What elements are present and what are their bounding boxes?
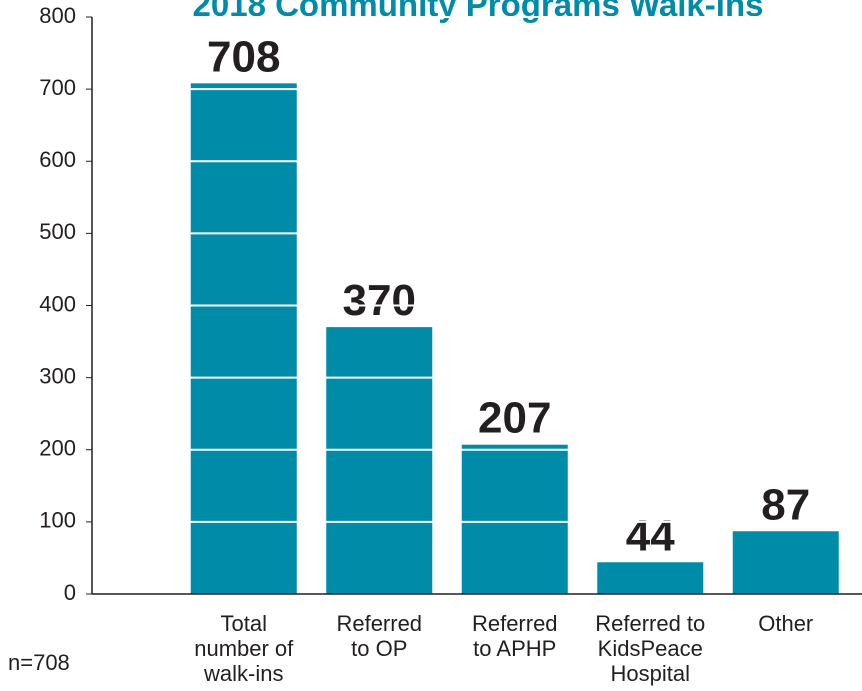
- value-label: 44: [626, 511, 675, 560]
- y-tick-label: 200: [39, 436, 76, 461]
- chart-title: 2018 Community Programs Walk-ins: [193, 0, 764, 23]
- y-tick-label: 300: [39, 363, 76, 388]
- y-tick-label: 500: [39, 219, 76, 244]
- y-tick-label: 700: [39, 75, 76, 100]
- y-tick-label: 100: [39, 508, 76, 533]
- x-tick-label: Referred to KidsPeace Hospital: [595, 611, 705, 686]
- bar: [461, 444, 568, 594]
- bar: [597, 562, 704, 594]
- value-label: 708: [207, 32, 280, 81]
- x-tick-label: Referred to OP: [336, 611, 422, 661]
- x-tick-label: Total number of walk-ins: [194, 611, 294, 686]
- y-tick-label: 800: [39, 3, 76, 28]
- value-label: 370: [343, 276, 416, 325]
- x-tick-label: Referred to APHP: [472, 611, 558, 661]
- bar: [732, 531, 839, 594]
- x-tick-label: Other: [758, 611, 813, 636]
- annotation: n=708: [8, 650, 70, 675]
- y-tick-label: 400: [39, 291, 76, 316]
- y-tick-label: 600: [39, 147, 76, 172]
- bar: [326, 327, 433, 594]
- y-tick-label: 0: [64, 580, 76, 605]
- value-label: 207: [478, 394, 551, 443]
- bar: [190, 83, 297, 594]
